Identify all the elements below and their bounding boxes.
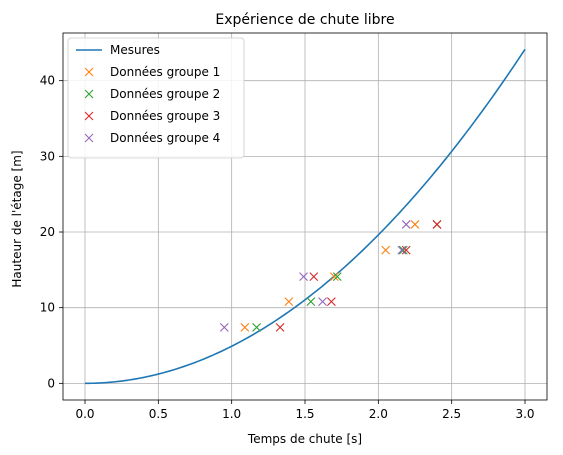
- data-point-group-1: [381, 245, 391, 255]
- legend-marker-swatch: [84, 111, 94, 121]
- y-tick-label: 40: [40, 74, 55, 88]
- y-tick-label: 0: [47, 376, 55, 390]
- data-point-group-4: [219, 322, 229, 332]
- legend-box: [67, 37, 245, 159]
- y-tick-label: 30: [40, 149, 55, 163]
- x-tick-label: 3.0: [515, 407, 534, 421]
- legend-marker-swatch: [84, 133, 94, 143]
- legend-entry: Données groupe 2: [84, 87, 220, 101]
- data-point-group-4: [318, 297, 327, 307]
- x-tick-label: 2.0: [369, 407, 388, 421]
- x-tick-label: 1.5: [295, 407, 314, 421]
- series-line-mesures: [84, 48, 526, 385]
- data-point-group-4: [401, 220, 411, 229]
- data-point-group-1: [329, 272, 339, 282]
- legend-label: Mesures: [110, 43, 160, 57]
- legend-entry: Données groupe 3: [84, 109, 220, 123]
- legend-label: Données groupe 1: [110, 65, 220, 79]
- x-tick-label: 2.5: [442, 407, 461, 421]
- y-axis-label: Hauteur de l'étage [m]: [10, 150, 24, 287]
- legend-label: Données groupe 3: [110, 109, 220, 123]
- legend-marker-swatch: [84, 89, 94, 99]
- data-point-group-3: [309, 272, 319, 282]
- data-point-group-1: [240, 322, 250, 332]
- data-point-group-2: [398, 245, 408, 255]
- y-tick-label: 10: [40, 301, 55, 315]
- y-tick-label: 20: [40, 225, 55, 239]
- x-axis-label: Temps de chute [s]: [247, 432, 362, 446]
- data-point-group-1: [410, 220, 420, 229]
- scatter-points: [219, 220, 442, 332]
- x-tick-label: 0.0: [75, 407, 94, 421]
- data-point-group-3: [432, 220, 442, 229]
- data-point-group-4: [397, 245, 407, 255]
- data-point-group-1: [284, 297, 294, 307]
- axis-ticks: 0.0 0.5 1.0 1.5 2.0 2.5 3.0 0 10 20 30 40: [40, 74, 535, 421]
- data-point-group-2: [332, 272, 342, 282]
- data-point-group-2: [306, 297, 316, 307]
- legend-entry: Données groupe 1: [84, 65, 220, 79]
- legend-entry: Données groupe 4: [84, 131, 220, 145]
- legend-entry: Mesures: [76, 43, 160, 57]
- legend-label: Données groupe 4: [110, 131, 220, 145]
- data-point-group-3: [401, 245, 411, 255]
- legend: Mesures Données groupe 1 Données groupe 2 D…: [67, 37, 245, 159]
- data-point-group-4: [299, 272, 308, 282]
- curve-layer: [84, 48, 526, 385]
- data-point-group-3: [327, 297, 336, 307]
- chart-title: Expérience de chute libre: [215, 12, 394, 28]
- data-point-group-2: [252, 322, 261, 332]
- x-tick-label: 1.0: [222, 407, 241, 421]
- x-tick-label: 0.5: [149, 407, 168, 421]
- legend-marker-swatch: [84, 67, 94, 77]
- data-point-group-3: [275, 322, 285, 332]
- legend-label: Données groupe 2: [110, 87, 220, 101]
